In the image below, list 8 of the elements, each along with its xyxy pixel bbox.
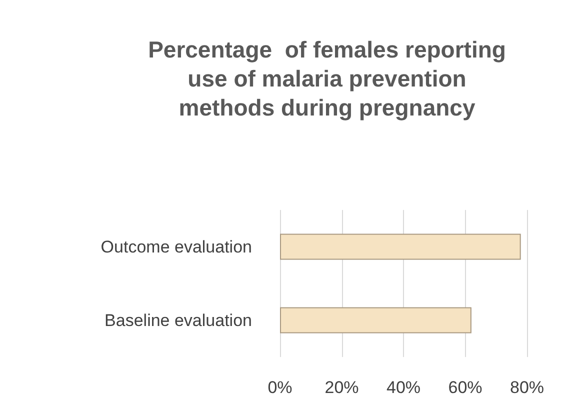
x-tick-label: 20% <box>324 378 359 397</box>
x-tick-label: 80% <box>510 378 544 397</box>
chart-title: Percentage of females reporting use of malaria prevention methods during pregnancy <box>148 36 506 120</box>
x-tick-label: 40% <box>386 378 421 397</box>
y-tick-label: Baseline evaluation <box>104 310 252 330</box>
y-tick-label: Outcome evaluation <box>100 237 252 256</box>
x-tick-label: 0% <box>268 378 292 397</box>
x-tick-label: 60% <box>448 378 482 397</box>
